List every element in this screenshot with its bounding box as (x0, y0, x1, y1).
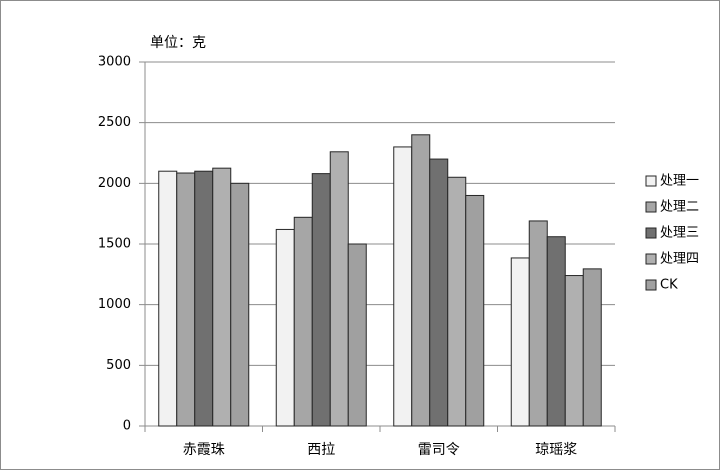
legend-label: 处理四 (660, 252, 699, 267)
bar (329, 151, 349, 427)
bar (528, 220, 548, 427)
x-tick-label: 西拉 (307, 442, 335, 458)
legend-label: 处理一 (660, 174, 699, 189)
bar (293, 216, 313, 427)
bar (465, 194, 485, 427)
legend-swatch (645, 253, 657, 265)
y-tick-label: 3000 (98, 55, 131, 70)
bar (510, 257, 530, 427)
x-tick-label: 雷司令 (418, 442, 460, 458)
bar (158, 170, 178, 427)
legend-swatch (645, 201, 657, 213)
bar (393, 146, 413, 427)
y-tick-label: 2000 (98, 176, 131, 191)
legend-swatch (645, 175, 657, 187)
bar (347, 243, 367, 427)
bar (447, 176, 467, 427)
y-tick-label: 500 (106, 358, 131, 373)
legend-label: 处理二 (660, 200, 699, 215)
y-axis-label: 单位：克 (150, 35, 206, 51)
bar (212, 167, 232, 427)
y-tick-label: 2500 (98, 115, 131, 130)
bar (176, 172, 196, 427)
bar (564, 275, 584, 427)
bar (275, 228, 295, 427)
bar (230, 182, 250, 427)
bar (429, 158, 449, 427)
bar (546, 236, 566, 427)
y-tick-label: 0 (123, 419, 131, 434)
bar (194, 170, 214, 427)
legend-label: 处理三 (660, 226, 699, 241)
bar (311, 173, 331, 427)
legend-swatch (645, 227, 657, 239)
legend-label: CK (660, 278, 678, 293)
bar (582, 268, 602, 427)
x-tick-label: 琼瑶浆 (535, 442, 577, 458)
bar (411, 134, 431, 427)
y-tick-label: 1000 (98, 297, 131, 312)
y-tick-label: 1500 (98, 237, 131, 252)
legend-swatch (645, 279, 657, 291)
x-tick-label: 赤霞珠 (183, 442, 225, 458)
